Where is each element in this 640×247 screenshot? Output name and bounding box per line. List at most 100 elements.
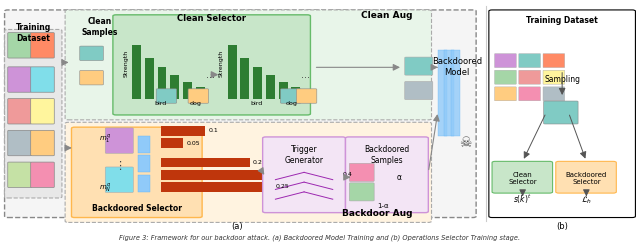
FancyBboxPatch shape [543, 54, 564, 68]
Bar [291, 87, 300, 99]
Text: Backdoored
Samples: Backdoored Samples [364, 145, 410, 165]
Text: Backdoored
Selector: Backdoored Selector [566, 172, 607, 185]
Text: $s(k)^t$: $s(k)^t$ [513, 192, 532, 206]
FancyBboxPatch shape [349, 163, 374, 181]
Text: Sampling: Sampling [544, 75, 580, 84]
Text: (b): (b) [556, 222, 568, 230]
FancyBboxPatch shape [65, 10, 431, 120]
Bar [170, 75, 179, 99]
Bar [161, 182, 272, 192]
FancyBboxPatch shape [31, 33, 54, 58]
Text: 0.1: 0.1 [209, 128, 218, 133]
FancyBboxPatch shape [113, 15, 310, 115]
Text: ...: ... [206, 70, 215, 80]
FancyBboxPatch shape [543, 87, 564, 101]
Text: Figure 3: Framework for our backdoor attack. (a) Backdoored Model Training and (: Figure 3: Framework for our backdoor att… [120, 234, 520, 241]
Text: 0.05: 0.05 [186, 141, 200, 145]
FancyBboxPatch shape [8, 130, 31, 156]
Text: ...: ... [301, 70, 310, 80]
Bar [451, 50, 460, 136]
Text: 0.4: 0.4 [342, 172, 352, 177]
FancyBboxPatch shape [8, 33, 31, 58]
Text: bird: bird [250, 101, 262, 106]
Text: Backdoored
Model: Backdoored Model [432, 57, 482, 77]
FancyBboxPatch shape [8, 162, 31, 187]
Bar [266, 75, 275, 99]
FancyBboxPatch shape [4, 10, 476, 218]
FancyBboxPatch shape [519, 87, 540, 101]
FancyBboxPatch shape [4, 29, 62, 198]
Bar [138, 175, 150, 192]
Text: Clean Aug: Clean Aug [361, 11, 412, 21]
FancyBboxPatch shape [262, 137, 346, 213]
Bar [138, 136, 150, 153]
Text: dog: dog [190, 101, 202, 106]
Text: dog: dog [285, 101, 297, 106]
FancyBboxPatch shape [519, 70, 540, 84]
Bar [278, 82, 287, 99]
Text: 0.25: 0.25 [275, 185, 289, 189]
FancyBboxPatch shape [105, 128, 133, 153]
Bar [241, 58, 249, 99]
FancyBboxPatch shape [31, 130, 54, 156]
FancyBboxPatch shape [404, 82, 433, 100]
Bar [132, 45, 141, 99]
FancyBboxPatch shape [519, 54, 540, 68]
Text: ⋮: ⋮ [114, 161, 125, 171]
Bar [138, 155, 150, 172]
Text: α: α [396, 173, 401, 182]
Text: $m_N^q$: $m_N^q$ [99, 181, 111, 194]
Text: Training
Dataset: Training Dataset [15, 23, 51, 43]
FancyBboxPatch shape [495, 54, 516, 68]
FancyBboxPatch shape [105, 167, 133, 192]
Bar [161, 126, 205, 136]
FancyBboxPatch shape [65, 122, 431, 222]
Text: Strength: Strength [124, 50, 129, 77]
FancyBboxPatch shape [492, 161, 552, 193]
FancyBboxPatch shape [156, 89, 177, 103]
Text: Strength: Strength [219, 50, 224, 77]
FancyBboxPatch shape [8, 67, 31, 92]
Bar [161, 170, 339, 180]
Text: 0.2: 0.2 [253, 160, 263, 165]
Text: Backdoor Aug: Backdoor Aug [342, 209, 412, 218]
FancyBboxPatch shape [31, 67, 54, 92]
Bar [196, 87, 205, 99]
FancyBboxPatch shape [495, 87, 516, 101]
Text: Clean
Samples: Clean Samples [82, 17, 118, 37]
FancyBboxPatch shape [72, 127, 202, 218]
Bar [444, 50, 454, 136]
FancyBboxPatch shape [543, 101, 578, 124]
Bar [228, 45, 237, 99]
Text: Clean
Selector: Clean Selector [508, 172, 537, 185]
FancyBboxPatch shape [296, 89, 317, 103]
FancyBboxPatch shape [188, 89, 209, 103]
FancyBboxPatch shape [8, 99, 31, 124]
Text: $\mathcal{L}_h$: $\mathcal{L}_h$ [580, 195, 592, 206]
Text: Backdoored Selector: Backdoored Selector [92, 205, 182, 213]
FancyBboxPatch shape [280, 89, 301, 103]
FancyBboxPatch shape [543, 70, 564, 84]
Bar [183, 82, 192, 99]
FancyBboxPatch shape [80, 70, 103, 85]
Text: 1-α: 1-α [378, 203, 389, 209]
Text: Training Dataset: Training Dataset [526, 16, 598, 25]
Text: Trigger
Generator: Trigger Generator [285, 145, 324, 165]
Text: $m_1^q$: $m_1^q$ [99, 133, 111, 145]
Text: bird: bird [155, 101, 167, 106]
FancyBboxPatch shape [31, 99, 54, 124]
Text: Clean Selector: Clean Selector [177, 14, 246, 23]
Bar [161, 138, 183, 148]
FancyBboxPatch shape [556, 161, 616, 193]
FancyBboxPatch shape [349, 183, 374, 201]
Bar [157, 67, 166, 99]
FancyBboxPatch shape [404, 57, 433, 75]
FancyBboxPatch shape [31, 162, 54, 187]
Bar [438, 50, 447, 136]
Bar [145, 58, 154, 99]
FancyBboxPatch shape [495, 70, 516, 84]
FancyBboxPatch shape [80, 46, 103, 61]
Bar [161, 158, 250, 167]
Text: (a): (a) [231, 222, 243, 230]
FancyBboxPatch shape [489, 10, 636, 218]
